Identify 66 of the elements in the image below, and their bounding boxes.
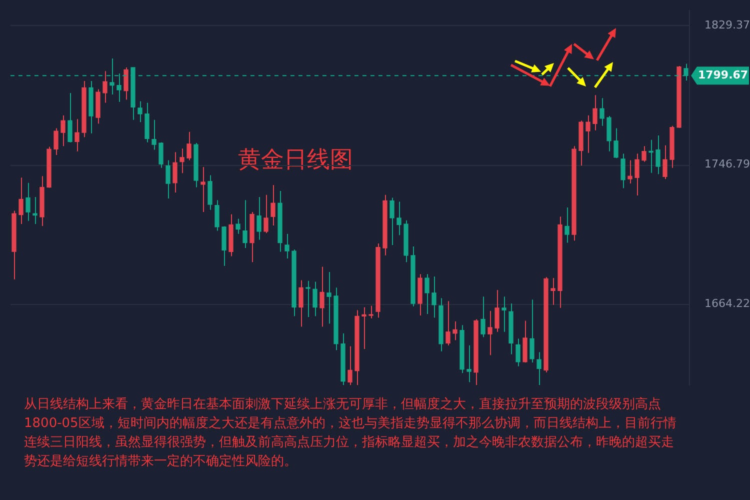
candlestick [158,142,164,168]
candlestick [530,299,534,364]
candlestick [656,134,660,175]
candlestick [634,153,640,196]
candlestick [284,233,290,259]
candlestick [236,218,240,234]
candlestick [68,92,72,143]
candlestick [620,153,626,189]
candlestick [592,94,598,131]
candlestick [516,338,520,367]
ref-line-label: 1799.67 [698,68,748,82]
candlestick [242,200,248,248]
candlestick [466,344,472,383]
candlestick [256,196,262,240]
candlestick [312,281,318,317]
candlestick [614,128,618,159]
candlestick [396,201,402,236]
candlestick [60,114,66,147]
candlestick [642,146,646,162]
candlestick [138,100,142,123]
candlestick [326,271,332,324]
candlestick [550,278,556,306]
candlestick [18,177,24,225]
candlestick [606,116,612,152]
candlestick [208,174,212,210]
candlestick [166,160,170,200]
candlestick [74,118,80,152]
candlestick [214,200,220,232]
candlestick [452,320,458,341]
candlestick [54,128,58,156]
candlestick [600,98,604,126]
candlestick [200,166,206,213]
candlestick [172,152,178,193]
candlestick [424,274,430,314]
candlestick [586,114,590,154]
candlestick [536,352,542,386]
candlestick [264,194,268,234]
y-tick-label: 1829.37 [704,18,750,32]
candlestick [348,346,352,386]
candlestick [152,119,156,150]
candlestick [390,197,394,246]
candlestick [432,276,436,318]
candlestick [564,207,570,244]
candlestick [186,131,192,161]
candlestick [368,305,374,319]
candlestick [102,70,108,104]
candlestick [494,290,500,332]
candlestick [26,182,30,222]
y-tick-label: 1664.22 [704,297,750,310]
candlestick [180,148,184,174]
candlestick [480,296,486,338]
candlestick [222,226,226,266]
candlestick [298,280,304,328]
candlestick [488,310,492,356]
candlestick [446,300,450,346]
candlestick [662,144,668,180]
candlestick [362,306,366,350]
text: 从日线结构上来看，黄金昨日在基本面刺激下延续上涨无可厚非，但幅度之大，直接拉升至预期的波段级别高点1800-05区域，短时间内的幅度之大还是有点意外的，这也与美指走势显得不那么协调，而日线结构上，目前行情连续三日阳线，虽然显得很强势，但触及前高高点压力位，指标略显超买，加之今晚非农数据公布，昨晚的超买走势还是给短线行情带来一定的不确定性风险的。 [24,396,678,471]
candlestick [124,66,128,100]
candlestick [32,196,38,225]
candlestick [628,160,632,184]
candlestick [320,266,324,328]
candlestick [502,296,506,332]
y-tick-label: 1746.79 [704,158,750,171]
candlestick [306,280,310,318]
candlestick [270,184,276,226]
